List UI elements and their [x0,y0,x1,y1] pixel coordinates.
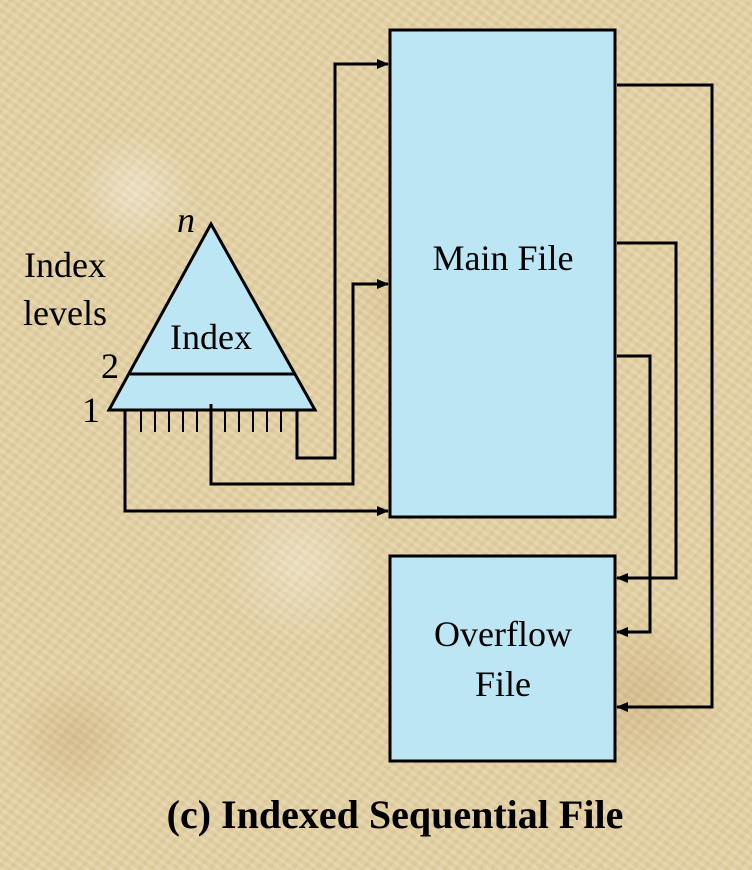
index-levels-label-line1: Index [24,245,106,285]
index-pointer-arrow-top [295,59,389,460]
overflow-file-label-line1: Overflow [434,614,572,654]
overflow-pointer-arrow-inner [616,354,652,637]
main-file-box [388,28,617,519]
overflow-pointer-arrow-outer [616,83,714,712]
level-1-label: 1 [82,390,100,430]
index-pointer-arrow-middle [209,279,389,486]
overflow-file-label-line2: File [475,664,531,704]
index-pointer-arrow-bottom [123,410,389,516]
main-file-label: Main File [433,238,574,278]
index-levels-label-line2: levels [23,293,107,333]
overflow-file-box [388,554,617,763]
level-2-label: 2 [101,346,119,386]
overflow-pointer-arrow-middle [616,241,678,583]
index-label: Index [170,317,252,357]
level-n-label: n [177,200,195,240]
figure-caption: (c) Indexed Sequential File [167,792,624,837]
index-entry-ticks [140,410,282,432]
